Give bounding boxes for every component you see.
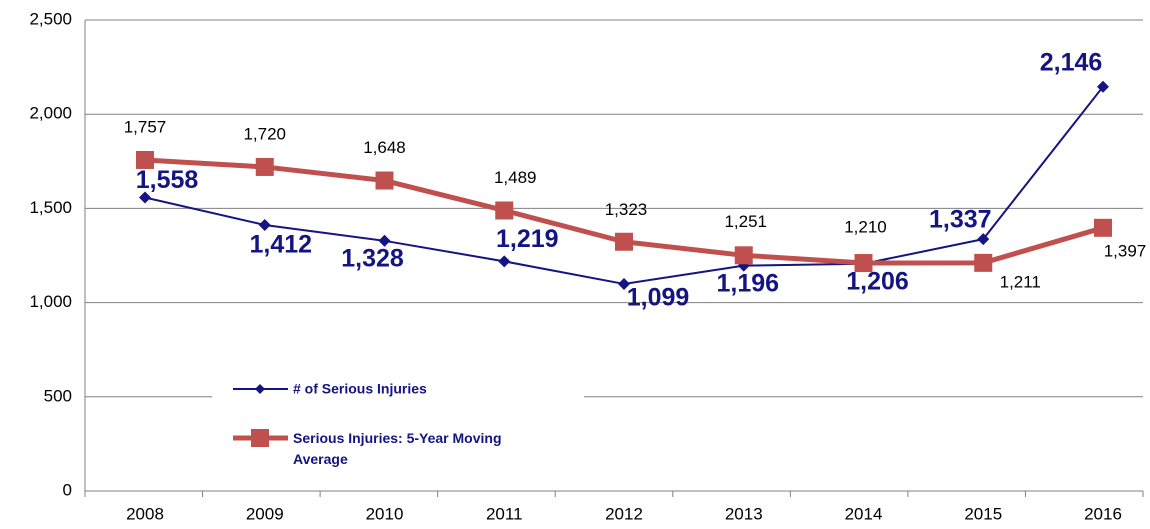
point-marker — [375, 171, 394, 190]
point-marker — [139, 191, 151, 204]
legend-box — [212, 368, 584, 476]
point-marker — [854, 254, 873, 273]
data-label: 1,251 — [724, 212, 767, 231]
point-marker — [378, 234, 391, 247]
data-label: 1,558 — [136, 166, 199, 194]
data-label: 1,337 — [929, 206, 992, 234]
data-label: 1,489 — [494, 168, 537, 187]
x-tick-label: 2009 — [246, 504, 284, 523]
legend-marker — [251, 429, 269, 447]
point-marker — [136, 150, 154, 169]
data-label: 1,397 — [1104, 241, 1147, 260]
data-label: 1,328 — [341, 244, 404, 272]
y-tick-label: 1,000 — [29, 292, 72, 311]
data-label: 1,323 — [605, 200, 648, 219]
point-marker — [255, 157, 274, 176]
x-tick-label: 2010 — [366, 504, 404, 523]
y-tick-label: 2,500 — [29, 9, 72, 28]
point-marker — [495, 201, 514, 220]
data-label: 1,412 — [249, 231, 312, 259]
data-label: 1,099 — [627, 284, 690, 312]
point-marker — [615, 232, 633, 251]
data-label: 2,146 — [1040, 48, 1103, 76]
x-tick-label: 2015 — [964, 504, 1002, 523]
point-marker — [1094, 218, 1112, 237]
y-tick-label: 500 — [44, 386, 72, 405]
point-marker — [1097, 80, 1109, 93]
data-label: 1,196 — [716, 269, 779, 297]
data-label: 1,757 — [124, 117, 167, 136]
x-tick-label: 2012 — [605, 504, 643, 523]
data-label: 1,219 — [496, 225, 559, 253]
x-tick-label: 2011 — [486, 504, 523, 523]
x-tick-label: 2014 — [845, 504, 883, 523]
point-marker — [977, 233, 990, 246]
point-marker — [618, 277, 630, 290]
legend-marker — [255, 384, 265, 394]
legend-label: Serious Injuries: 5-Year Moving Average — [293, 430, 505, 467]
x-tick-label: 2008 — [126, 504, 164, 523]
y-tick-label: 0 — [63, 480, 72, 499]
point-marker — [974, 253, 993, 272]
legend-label: # of Serious Injuries — [293, 381, 427, 397]
x-tick-label: 2016 — [1084, 504, 1122, 523]
y-tick-label: 2,000 — [29, 104, 72, 123]
data-label: 1,211 — [1000, 272, 1041, 291]
data-label: 1,648 — [363, 138, 406, 157]
data-label: 1,720 — [243, 124, 286, 143]
y-tick-label: 1,500 — [29, 198, 72, 217]
x-tick-label: 2013 — [725, 504, 763, 523]
point-marker — [734, 246, 753, 265]
data-label: 1,206 — [846, 267, 909, 295]
point-marker — [258, 218, 271, 231]
point-marker — [498, 255, 511, 268]
data-label: 1,210 — [844, 218, 887, 237]
